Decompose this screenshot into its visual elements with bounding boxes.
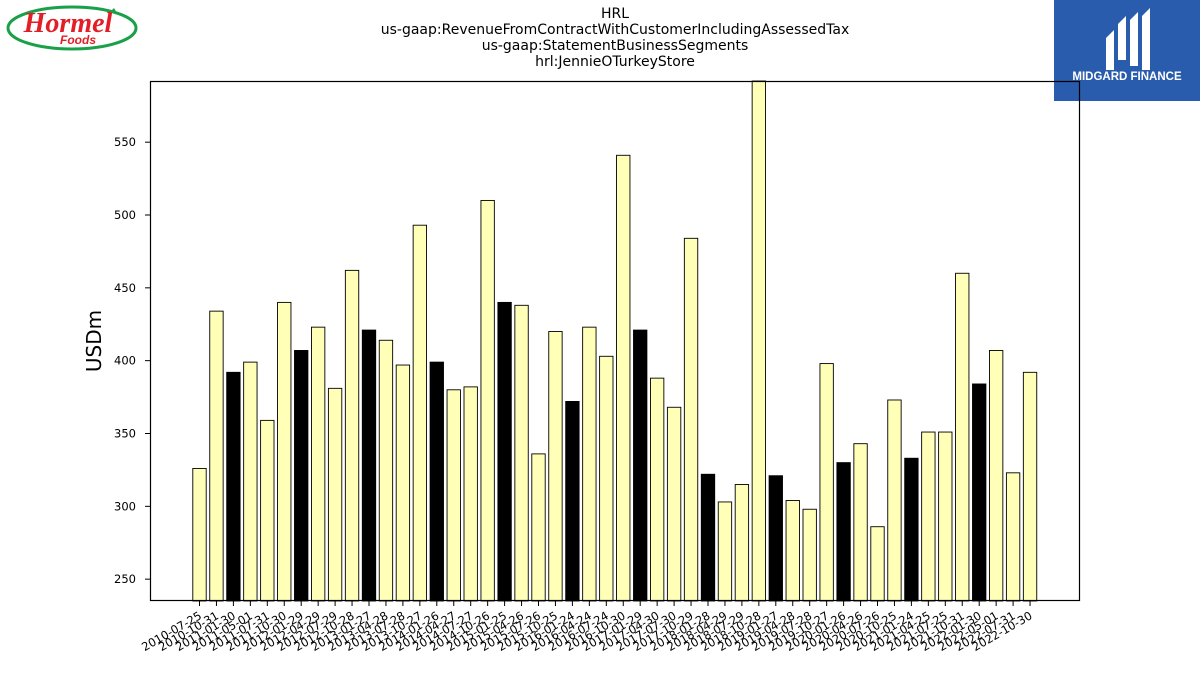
bar-2013-07-28 xyxy=(395,364,411,602)
y-tick-label: 250 xyxy=(114,572,136,586)
bar-2016-04-24 xyxy=(582,326,597,602)
bar-2014-10-26 xyxy=(480,199,495,602)
title-line-ticker: HRL xyxy=(600,6,630,22)
bar-2016-01-24 xyxy=(565,401,580,602)
bar-2019-10-27 xyxy=(819,363,834,602)
bar-2011-05-01 xyxy=(243,361,258,602)
plot-frame xyxy=(149,80,1081,602)
y-tick-label: 300 xyxy=(114,499,136,513)
chart-title: HRL us-gaap:RevenueFromContractWithCusto… xyxy=(150,6,1080,70)
bar-2014-07-27 xyxy=(463,386,478,602)
bar-2012-10-28 xyxy=(344,269,360,602)
bar-2011-10-30 xyxy=(277,301,292,602)
bar-2017-01-29 xyxy=(633,329,648,602)
bar-2016-10-30 xyxy=(616,154,631,602)
bar-2019-07-28 xyxy=(802,508,817,602)
bar-2012-07-29 xyxy=(327,387,343,602)
bar-2015-10-25 xyxy=(548,331,563,602)
bar-2020-04-26 xyxy=(853,443,868,602)
bar-2022-07-31 xyxy=(1005,472,1021,602)
bars-group xyxy=(192,80,1038,602)
brand-name: MIDGARD FINANCE xyxy=(1072,71,1182,83)
bar-2021-04-25 xyxy=(921,431,936,602)
y-axis-label: USDm xyxy=(82,310,106,372)
midgard-mark-icon xyxy=(1106,8,1150,70)
y-tick-label: 500 xyxy=(114,208,136,222)
logo-word: Hormel xyxy=(23,8,113,39)
y-axis: 250 300 350 400 450 500 550 xyxy=(114,135,150,586)
logo-background xyxy=(1054,0,1200,101)
y-tick-label: 400 xyxy=(114,354,136,368)
bar-2017-07-30 xyxy=(666,406,682,602)
bar-2020-07-26 xyxy=(870,526,885,602)
bar-2016-07-24 xyxy=(599,355,614,602)
logo-ring xyxy=(6,5,138,51)
bar-2010-10-31 xyxy=(209,310,224,602)
y-tick-label: 450 xyxy=(114,281,136,295)
logo-subword: Foods xyxy=(60,33,96,47)
bar-2013-04-28 xyxy=(378,339,394,602)
bar-2014-01-26 xyxy=(429,361,444,602)
leaf-icon xyxy=(110,8,117,13)
y-tick-label: 550 xyxy=(114,135,136,149)
bar-2021-01-24 xyxy=(904,457,919,602)
title-line-concept: us-gaap:RevenueFromContractWithCustomerI… xyxy=(380,22,850,38)
bar-2019-01-27 xyxy=(768,475,783,602)
midgard-finance-logo: MIDGARD FINANCE xyxy=(1054,0,1200,101)
bar-2018-01-28 xyxy=(700,473,716,602)
bar-2021-07-25 xyxy=(938,431,953,602)
bar-2011-01-30 xyxy=(226,371,241,602)
bar-2013-10-27 xyxy=(412,224,427,602)
bar-2020-01-26 xyxy=(836,462,851,602)
x-axis: 2010-07-252010-10-312011-01-302011-05-01… xyxy=(139,601,1035,654)
bar-2012-04-29 xyxy=(311,326,326,602)
bar-2015-04-26 xyxy=(514,304,529,602)
bar-2017-10-29 xyxy=(683,237,699,602)
title-line-axis: us-gaap:StatementBusinessSegments xyxy=(481,38,749,54)
hormel-foods-logo: Hormel Foods xyxy=(6,5,138,51)
bar-2011-07-31 xyxy=(260,419,275,602)
bar-2015-01-25 xyxy=(497,301,512,602)
bar-2022-05-01 xyxy=(989,350,1004,602)
bar-2020-10-25 xyxy=(887,399,902,602)
title-line-member: hrl:JennieOTurkeyStore xyxy=(535,54,695,70)
bar-2018-04-29 xyxy=(717,501,733,602)
bar-2022-01-30 xyxy=(972,383,987,602)
bar-2017-04-30 xyxy=(650,377,665,602)
bar-2015-07-26 xyxy=(531,453,546,602)
bar-2018-07-29 xyxy=(734,484,750,602)
bar-2013-01-27 xyxy=(361,329,377,602)
bar-2014-04-27 xyxy=(446,389,461,602)
bar-2018-10-28 xyxy=(751,80,767,602)
y-tick-label: 350 xyxy=(114,426,136,440)
bar-2010-07-25 xyxy=(192,468,207,602)
bar-2019-04-28 xyxy=(785,500,800,602)
bar-2021-10-31 xyxy=(955,272,970,602)
bar-2012-01-29 xyxy=(294,350,309,602)
bar-2022-10-30 xyxy=(1022,371,1038,602)
